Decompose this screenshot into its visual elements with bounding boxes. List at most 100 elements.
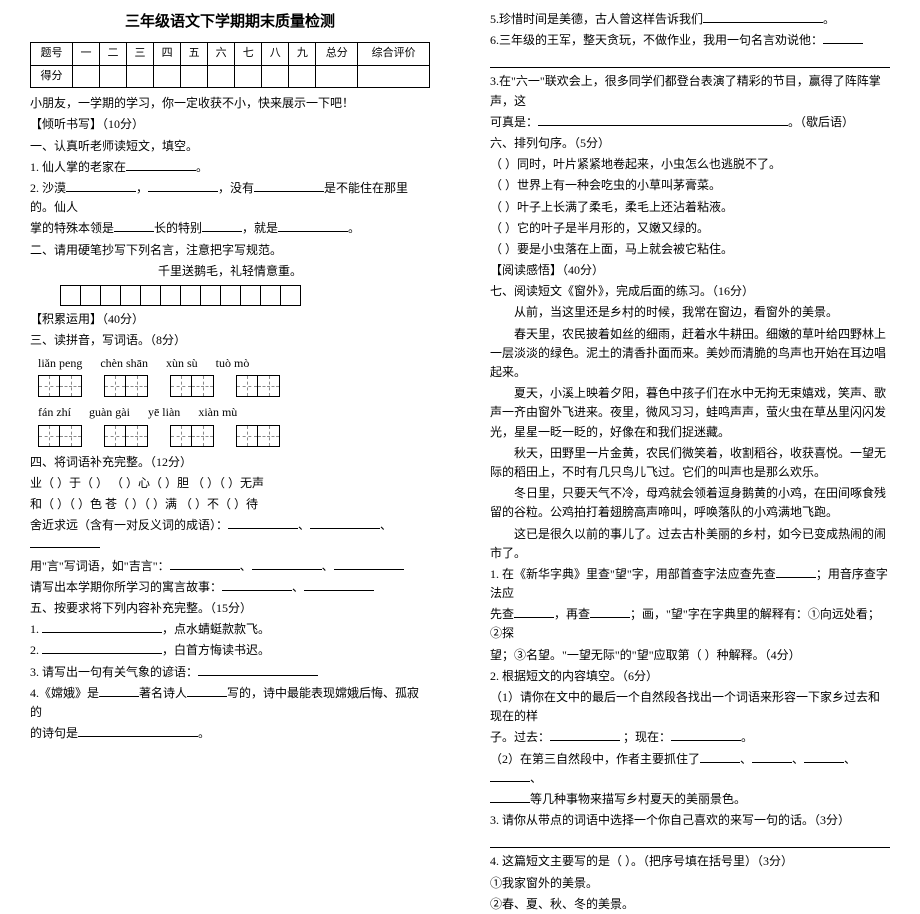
blank[interactable] (310, 517, 380, 529)
blank[interactable] (304, 579, 374, 591)
th: 九 (289, 43, 316, 66)
blank[interactable] (490, 791, 530, 803)
blank[interactable] (66, 180, 136, 192)
left-column: 三年级语文下学期期末质量检测 题号 一 二 三 四 五 六 七 八 九 总分 综… (0, 10, 460, 639)
writing-grid[interactable] (60, 285, 301, 306)
row-label: 得分 (31, 65, 73, 88)
char-box[interactable] (170, 375, 214, 397)
q5-2: 2. ，白首方悔读书迟。 (30, 641, 430, 660)
blank[interactable] (823, 32, 863, 44)
section-2-head: 【积累运用】（40分） (30, 310, 430, 329)
blank[interactable] (114, 220, 154, 232)
blank[interactable] (228, 517, 298, 529)
blank[interactable] (703, 11, 823, 23)
q7-1b: 先查，再查；画，"望"字在字典里的解释有：①向远处看；②探 (490, 605, 890, 643)
blank[interactable] (30, 536, 100, 548)
char-box[interactable] (104, 375, 148, 397)
blank[interactable] (590, 606, 630, 618)
blank[interactable] (42, 642, 162, 654)
blank[interactable] (776, 566, 816, 578)
q7-4-opt2: ②春、夏、秋、冬的美景。 (490, 895, 890, 914)
blank[interactable] (202, 220, 242, 232)
blank[interactable] (170, 558, 240, 570)
th: 综合评价 (358, 43, 430, 66)
blank[interactable] (148, 180, 218, 192)
q1-1: 一、认真听老师读短文，填空。 (30, 137, 430, 156)
q5-4: 4.《嫦娥》是著名诗人写的，诗中最能表现嫦娥后悔、孤寂的 (30, 684, 430, 722)
q5-6: 6.三年级的王军，整天贪玩，不做作业，我用一句名言劝说他： (490, 31, 890, 50)
blank-line[interactable] (490, 54, 890, 68)
blank[interactable] (804, 751, 844, 763)
q5-1: 1. ，点水蜻蜓款款飞。 (30, 620, 430, 639)
blank[interactable] (99, 685, 139, 697)
blank[interactable] (334, 558, 404, 570)
blank[interactable] (222, 579, 292, 591)
p3: 夏天，小溪上映着夕阳，暮色中孩子们在水中无拘无束嬉戏，笑声、歌声一齐由窗外飞进来… (490, 384, 890, 442)
p5: 冬日里，只要天气不冷，母鸡就会领着逗身鹅黄的小鸡，在田间啄食残留的谷粒。公鸡拍打… (490, 484, 890, 522)
p2: 春天里，农民披着如丝的细雨，赶着水牛耕田。细嫩的草叶给四野林上一层淡淡的绿色。泥… (490, 325, 890, 383)
blank[interactable] (550, 729, 620, 741)
char-box[interactable] (38, 375, 82, 397)
pinyin-row-2: fán zhí guàn gài yē liàn xiàn mù (38, 403, 430, 422)
q1-l2: 2. 沙漠，，没有是不能住在那里的。仙人 (30, 179, 430, 217)
q7-4-opt1: ①我家窗外的美景。 (490, 874, 890, 893)
blank[interactable] (514, 606, 554, 618)
th: 四 (154, 43, 181, 66)
intro: 小朋友，一学期的学习，你一定收获不小，快来展示一下吧！ (30, 94, 430, 113)
blank[interactable] (198, 664, 318, 676)
th: 七 (235, 43, 262, 66)
q5-3: 3. 请写出一句有关气象的谚语： (30, 663, 430, 682)
blank[interactable] (78, 725, 198, 737)
th: 题号 (31, 43, 73, 66)
q4: 四、将词语补充完整。（12分） (30, 453, 430, 472)
q7-1: 1. 在《新华字典》里查"望"字，用部首查字法应查先查；用音序查字法应 (490, 565, 890, 603)
q4-l2: 和（ ）（ ）色 苍（ ）（ ）满 （ ）不（ ）待 (30, 495, 430, 514)
th: 总分 (316, 43, 358, 66)
th: 五 (181, 43, 208, 66)
blank[interactable] (700, 751, 740, 763)
q1-2: 二、请用硬笔抄写下列名言，注意把字写规范。 (30, 241, 430, 260)
q7-4: 4. 这篇短文主要写的是（ ）。（把序号填在括号里）（3分） (490, 852, 890, 871)
char-box[interactable] (236, 425, 280, 447)
p4: 秋天，田野里一片金黄，农民们微笑着，收割稻谷，收获喜悦。一望无际的稻田上，不时有… (490, 444, 890, 482)
q3: 三、读拼音，写词语。（8分） (30, 331, 430, 350)
q7-2-2a: （2）在第三自然段中，作者主要抓住了、、、、 (490, 750, 890, 788)
q1-l3: 掌的特殊本领是长的特别，就是。 (30, 219, 430, 238)
blank[interactable] (187, 685, 227, 697)
box-row-2 (38, 425, 430, 447)
blank[interactable] (752, 751, 792, 763)
blank[interactable] (42, 621, 162, 633)
q4-l3: 舍近求远（含有一对反义词的成语）：、、 (30, 516, 430, 554)
q5-7b: 可真是：。（歇后语） (490, 113, 890, 132)
section-6-head: 六、排列句序。（5分） (490, 134, 890, 153)
blank[interactable] (254, 180, 324, 192)
ord-2: （ ）世界上有一种会吃虫的小草叫茅膏菜。 (490, 176, 890, 195)
char-box[interactable] (170, 425, 214, 447)
blank[interactable] (126, 159, 196, 171)
blank[interactable] (252, 558, 322, 570)
blank[interactable] (538, 114, 788, 126)
q5: 五、按要求将下列内容补充完整。（15分） (30, 599, 430, 618)
q4-l1: 业（ ）于（ ） （ ）心（ ）胆 （ ）（ ）无声 (30, 474, 430, 493)
blank[interactable] (490, 770, 530, 782)
section-1-head: 【倾听书写】（10分） (30, 115, 430, 134)
q1-l1: 1. 仙人掌的老家在。 (30, 158, 430, 177)
char-box[interactable] (104, 425, 148, 447)
th: 三 (127, 43, 154, 66)
blank[interactable] (278, 220, 348, 232)
table-row: 题号 一 二 三 四 五 六 七 八 九 总分 综合评价 (31, 43, 430, 66)
th: 一 (72, 43, 99, 66)
blank[interactable] (671, 729, 741, 741)
q5-7a: 3.在"六一"联欢会上，很多同学们都登台表演了精彩的节目，赢得了阵阵掌声，这 (490, 72, 890, 110)
section-7-head: 【阅读感悟】（40分） (490, 261, 890, 280)
char-box[interactable] (236, 375, 280, 397)
char-box[interactable] (38, 425, 82, 447)
page-title: 三年级语文下学期期末质量检测 (30, 10, 430, 34)
q5-4b: 的诗句是。 (30, 724, 430, 743)
th: 二 (99, 43, 126, 66)
blank-line[interactable] (490, 834, 890, 848)
q4-l5: 请写出本学期你所学习的寓言故事：、 (30, 578, 430, 597)
poem: 千里送鹅毛，礼轻情意重。 (30, 262, 430, 281)
q7-3: 3. 请你从带点的词语中选择一个你自己喜欢的来写一句的话。（3分） (490, 811, 890, 830)
q4-l4: 用"言"写词语，如"吉言"：、、 (30, 557, 430, 576)
